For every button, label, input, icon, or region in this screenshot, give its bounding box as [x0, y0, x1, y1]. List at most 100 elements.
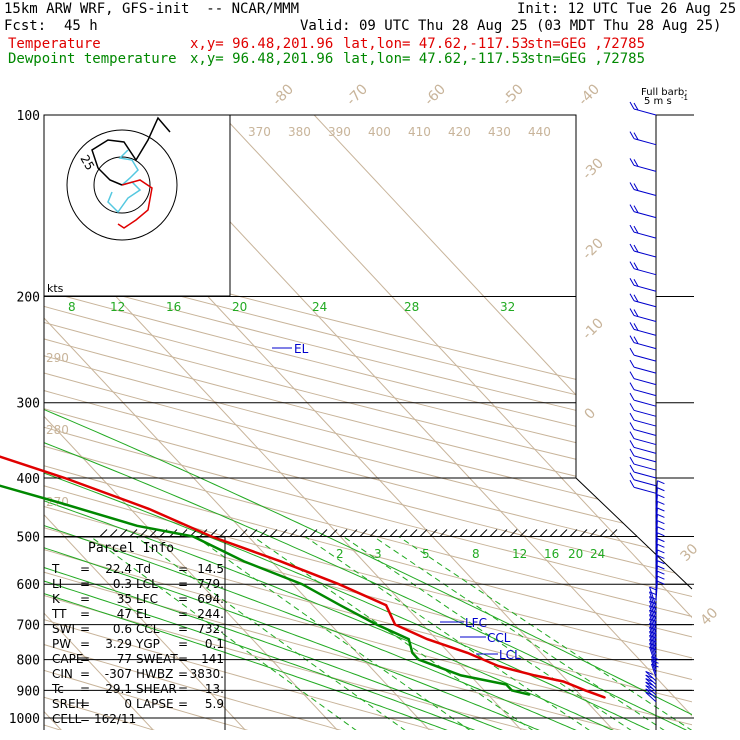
parcel-value-left: 162/11: [94, 712, 136, 726]
pressure-label-1000: 1000: [9, 712, 40, 727]
parcel-eq: =: [178, 667, 188, 681]
parcel-value-right: 14.5: [197, 562, 224, 576]
hatch-mark: [419, 529, 428, 537]
hatch-mark: [509, 529, 518, 537]
hodograph-black-trace: [91, 116, 171, 186]
hatch-mark: [399, 529, 408, 537]
wind-barb-flag: [633, 323, 639, 331]
isotherm-label: -20: [580, 235, 607, 262]
hatch-mark: [439, 529, 448, 537]
parcel-eq: =: [80, 697, 90, 711]
mixing-ratio-labels-upper: 8 12 16 20 24 28 32: [68, 300, 515, 314]
wind-barb-flag: [629, 347, 635, 356]
wind-barb-staff: [633, 471, 657, 479]
hatch-mark: [429, 529, 438, 537]
theta-label-top: 390: [328, 125, 351, 139]
isotherm-label: 40: [698, 605, 722, 629]
plot-frame: [44, 114, 693, 590]
moist-adiabat-line: [44, 296, 651, 730]
hatch-mark: [109, 529, 118, 537]
dewpoint-latlon: lat,lon= 47.62,-117.53: [343, 51, 529, 67]
wind-barb-flag: [633, 159, 639, 167]
wind-barb-staff: [645, 671, 657, 682]
moist-adiabat-line: [44, 296, 615, 730]
dry-adiabat-line: [44, 115, 623, 730]
temperature-latlon: lat,lon= 47.62,-117.53: [343, 36, 529, 52]
isotherm-label: 0: [582, 405, 600, 423]
theta-label-top: 440: [528, 125, 551, 139]
parcel-eq: =: [178, 637, 188, 651]
wind-barb-flag: [629, 456, 635, 465]
wind-barb-flag: [657, 565, 665, 570]
init-time: Init: 12 UTC Tue 26 Aug 25: [517, 1, 737, 17]
forecast-label: Fcst:: [4, 18, 47, 34]
wind-barb-flag: [649, 646, 657, 651]
parcel-value-left: 0.3: [113, 577, 132, 591]
wind-barb-flag: [629, 392, 635, 401]
wind-barb-flag: [645, 691, 653, 696]
mixing-ratio-line: [342, 536, 633, 730]
hatch-mark: [379, 529, 388, 537]
theta-label-top: 410: [408, 125, 431, 139]
isotherm-label: -30: [580, 155, 607, 182]
dry-adiabat-line: [44, 115, 692, 730]
equilibrium-hatch: [99, 529, 618, 537]
wind-barb-staff: [655, 581, 658, 602]
wind-barb-flag: [629, 308, 635, 316]
wind-barb-flag: [629, 382, 635, 390]
mixing-ratio-label-upper: 16: [166, 300, 181, 314]
level-markers: EL LFC CCL LCL: [272, 342, 521, 662]
wind-barb-flag: [651, 656, 659, 661]
temperature-point: [385, 604, 387, 606]
hatch-mark: [549, 529, 558, 537]
theta-label-left: 290: [46, 351, 69, 365]
mixing-ratio-label-lower: 5: [422, 547, 430, 561]
dewpoint-point: [407, 638, 410, 640]
pressure-label-700: 700: [17, 619, 40, 634]
dry-adiabat-line: [44, 115, 692, 730]
mixing-ratio-label-lower: 8: [472, 547, 480, 561]
parcel-key-right: EL: [136, 607, 151, 621]
wind-barb-staff: [633, 342, 657, 350]
parcel-eq: =: [80, 577, 90, 591]
mixing-ratio-label-upper: 28: [404, 300, 419, 314]
barb-key-line1: Full barb:: [641, 87, 688, 98]
dry-adiabat-line: [44, 115, 692, 730]
hatch-mark: [129, 529, 138, 537]
mixing-ratio-label-lower: 3: [374, 547, 382, 561]
isotherm-label: -70: [344, 81, 371, 108]
parcel-eq: =: [80, 652, 90, 666]
wind-barb-flag: [649, 626, 657, 631]
hatch-mark: [579, 529, 588, 537]
dewpoint-point: [511, 689, 513, 692]
pressure-label-900: 900: [17, 684, 40, 699]
moist-adiabat-line: [44, 296, 688, 730]
dewpoint-station: stn=GEG ,72785: [527, 51, 646, 67]
isotherm-label: 30: [678, 541, 702, 565]
wind-barb-flag: [633, 309, 639, 317]
theta-label-top: 380: [288, 125, 311, 139]
hatch-mark: [119, 529, 128, 537]
dewpoint-point: [505, 683, 508, 686]
wind-barb-staff: [633, 419, 657, 427]
parcel-key-right: LCL: [136, 577, 158, 591]
hodograph-speed-label: 25: [77, 153, 97, 173]
parcel-key-left: SWI: [52, 622, 75, 636]
parcel-info-title: Parcel Info: [88, 541, 174, 556]
parcel-value-right: 244.: [197, 607, 224, 621]
hatch-mark: [489, 529, 498, 537]
parcel-eq: =: [178, 697, 188, 711]
wind-barb-flag: [657, 487, 665, 492]
parcel-key-right: LFC: [136, 592, 158, 606]
mixing-ratio-line: [195, 536, 471, 730]
wind-barb-flag: [651, 663, 659, 668]
wind-barb-staff: [645, 681, 657, 692]
wind-barb-flag: [629, 293, 635, 302]
hatch-mark: [309, 529, 318, 537]
mixing-ratio-label-lower: 2: [336, 547, 344, 561]
wind-barb-flag: [649, 634, 657, 639]
parcel-value-right: 3830.: [190, 667, 224, 681]
wind-barb-staff: [645, 688, 657, 699]
dewpoint-point: [460, 674, 462, 677]
parcel-info-panel: Parcel Info T = 22.4 Td = 14.5 LI = 0.3 LCL = 779. K…: [44, 536, 226, 730]
